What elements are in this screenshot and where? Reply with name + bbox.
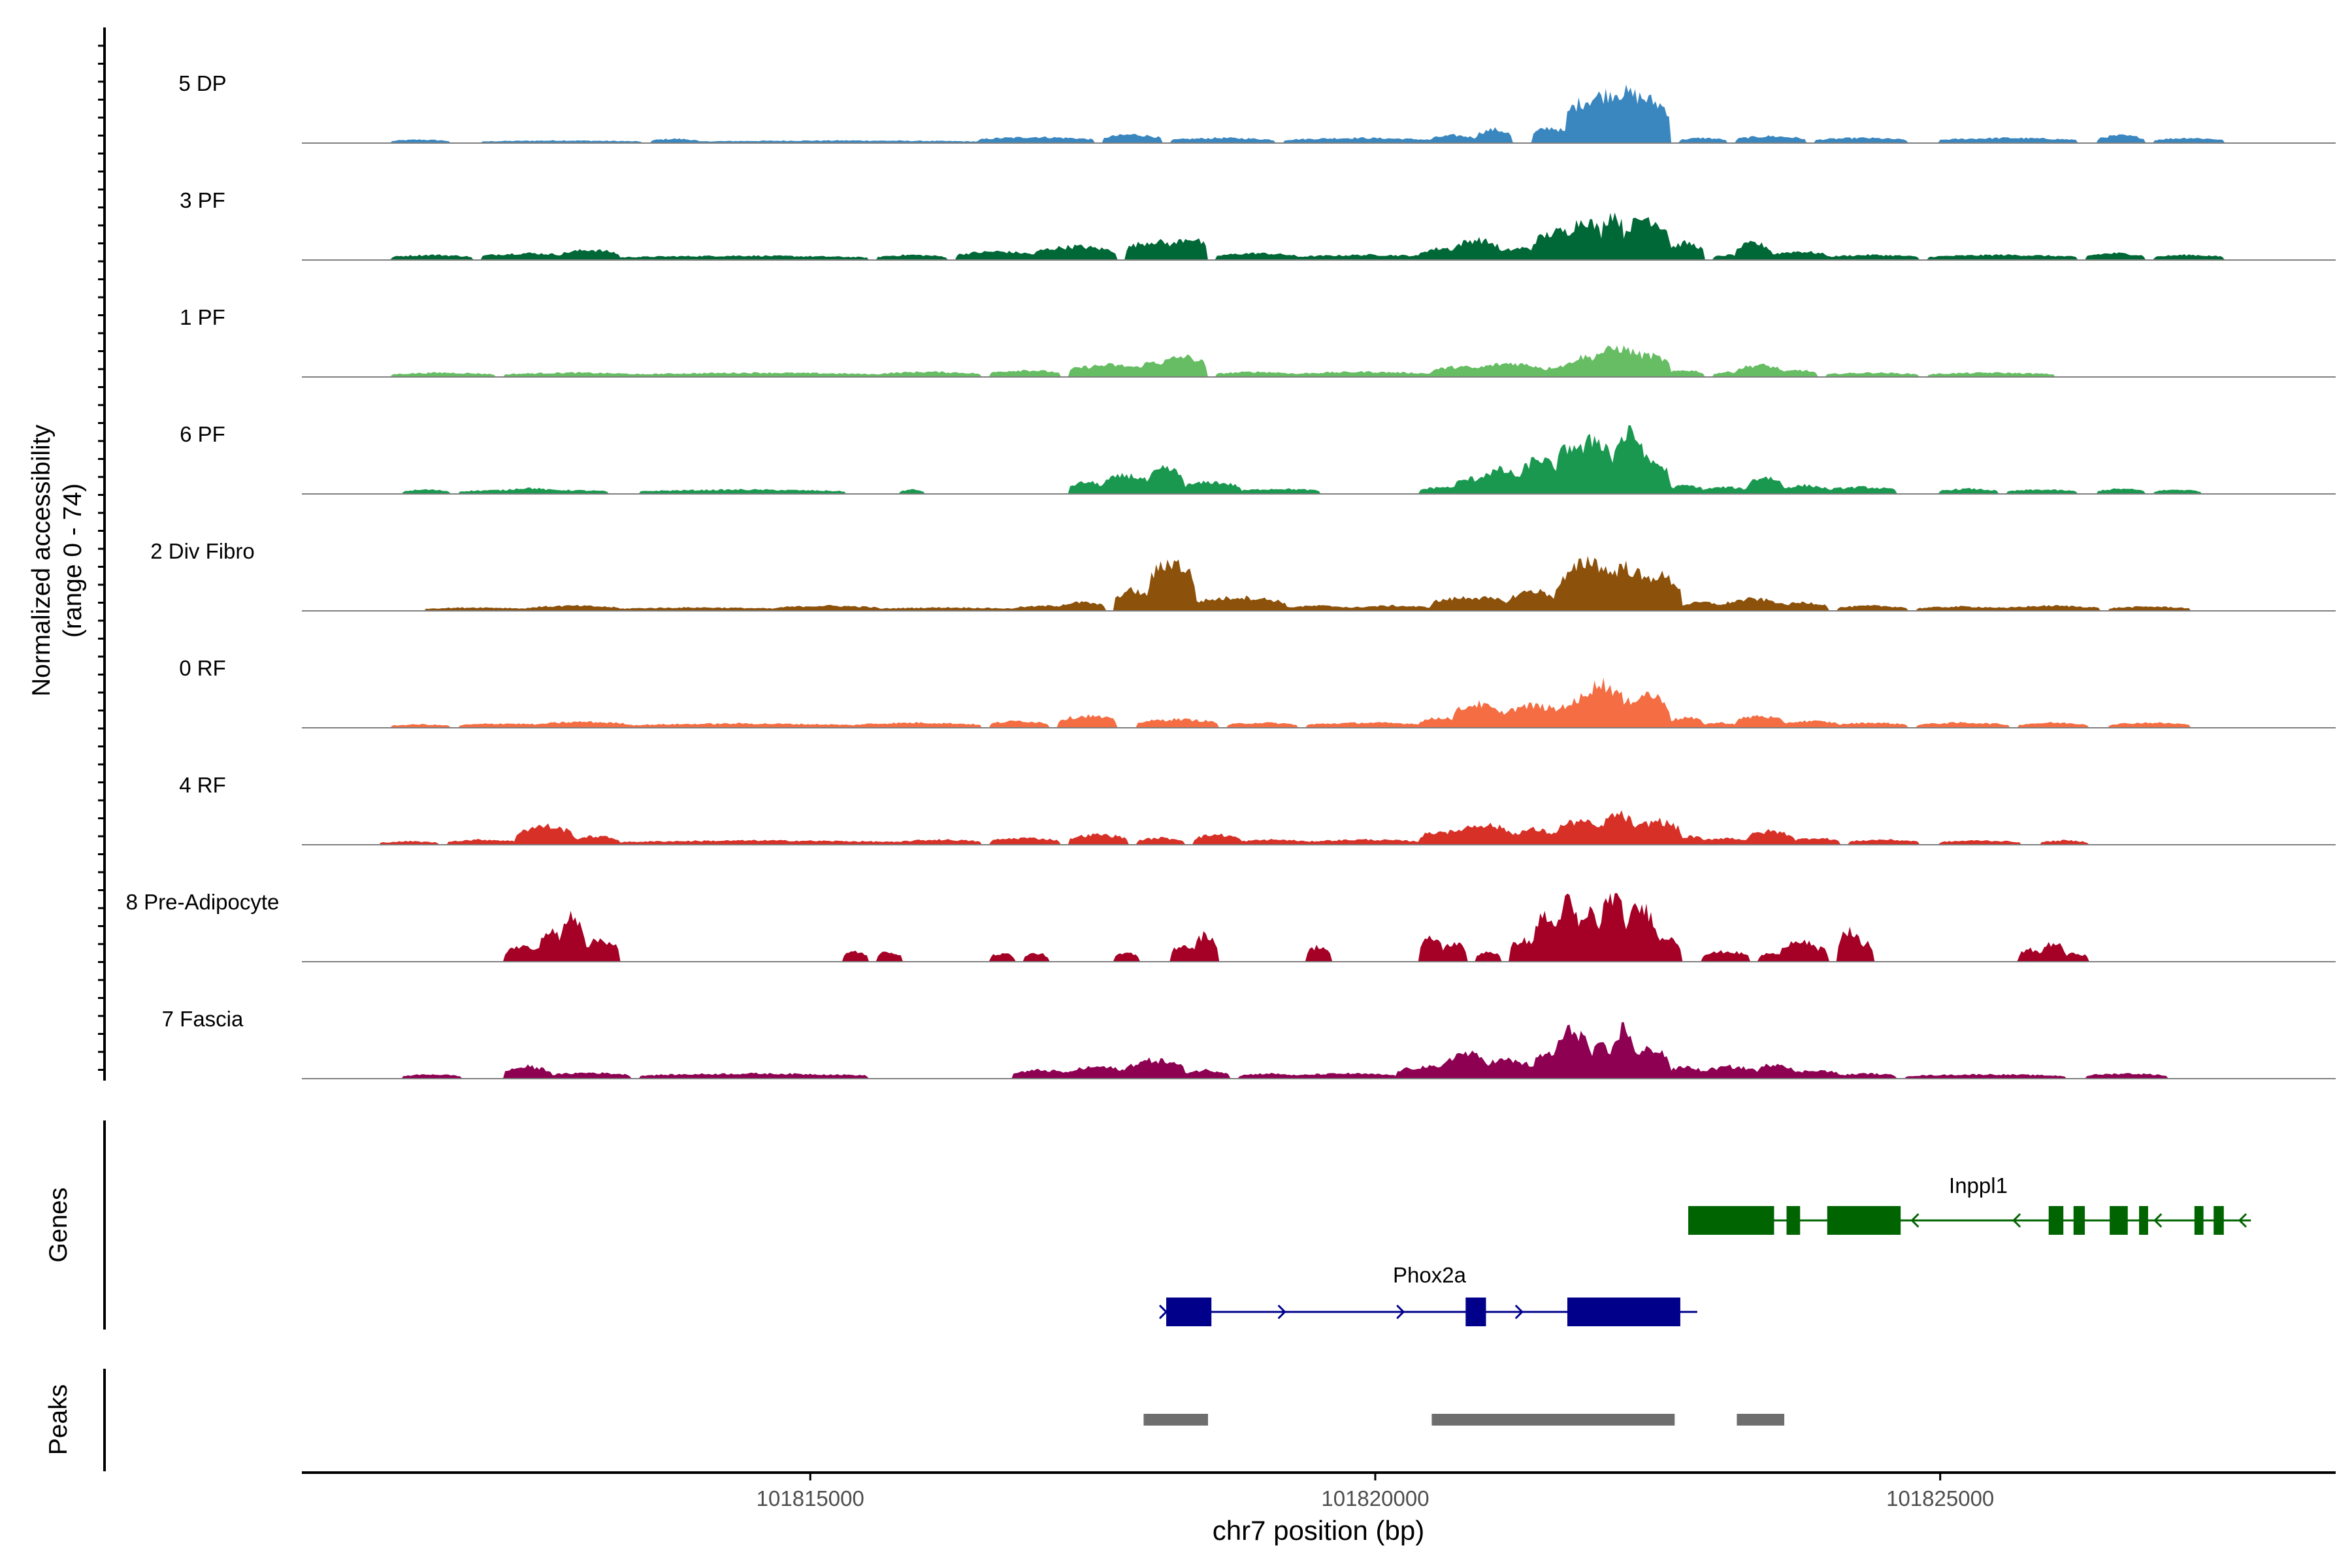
track-label: 5 DP bbox=[178, 71, 226, 95]
track-label: 1 PF bbox=[180, 305, 225, 329]
coverage-area bbox=[302, 893, 2336, 962]
gene-exon bbox=[1688, 1206, 1774, 1235]
gene-name-label: Inppl1 bbox=[1949, 1173, 2008, 1198]
strand-arrow bbox=[1277, 1304, 1286, 1320]
gene-name-label: Phox2a bbox=[1393, 1263, 1467, 1287]
gene-exon bbox=[2213, 1206, 2224, 1235]
track-6-pf: 6 PF bbox=[180, 422, 2336, 495]
x-tick-label: 101815000 bbox=[757, 1486, 864, 1511]
coverage-tracks: 5 DP 3 PF 1 PF 6 PF 2 Div Fibro 0 RF 4 RF 8 Pre… bbox=[126, 71, 2336, 1079]
x-axis-ticks: 101815000 101820000 101825000 bbox=[757, 1473, 1994, 1511]
coverage-area bbox=[302, 1022, 2336, 1079]
gene-exon bbox=[1567, 1298, 1680, 1326]
gene-exon bbox=[2073, 1206, 2085, 1235]
coverage-area bbox=[302, 555, 2336, 611]
track-3-pf: 3 PF bbox=[180, 188, 2336, 261]
peak-regions bbox=[1143, 1414, 1785, 1426]
genes-axis-label: Genes bbox=[44, 1188, 73, 1263]
track-label: 0 RF bbox=[179, 656, 226, 680]
track-7-fascia: 7 Fascia bbox=[162, 1007, 2336, 1079]
peak-region bbox=[1431, 1414, 1675, 1426]
gene-exon bbox=[1166, 1298, 1212, 1326]
gene-exon bbox=[1465, 1298, 1486, 1326]
peak-region bbox=[1143, 1414, 1209, 1426]
x-tick-label: 101820000 bbox=[1321, 1486, 1429, 1511]
gene-annotations: Inppl1 Phox2a bbox=[1158, 1173, 2251, 1326]
coverage-area bbox=[302, 345, 2336, 377]
strand-arrow bbox=[1514, 1304, 1524, 1320]
gene-exon bbox=[2139, 1206, 2148, 1235]
coverage-area bbox=[302, 425, 2336, 494]
y-axis-label-line1: Normalized accessibility bbox=[27, 424, 56, 696]
strand-arrow bbox=[2153, 1213, 2163, 1228]
track-label: 7 Fascia bbox=[162, 1007, 244, 1031]
gene-inppl1: Inppl1 bbox=[1688, 1173, 2251, 1235]
strand-arrow bbox=[2012, 1213, 2021, 1228]
gene-exon bbox=[1786, 1206, 1801, 1235]
track-label: 2 Div Fibro bbox=[150, 539, 255, 563]
track-label: 8 Pre-Adipocyte bbox=[126, 890, 280, 914]
track-5-dp: 5 DP bbox=[178, 71, 2336, 144]
gene-exon bbox=[2048, 1206, 2064, 1235]
coverage-area bbox=[302, 212, 2336, 260]
peak-region bbox=[1737, 1414, 1785, 1426]
x-tick-label: 101825000 bbox=[1886, 1486, 1994, 1511]
track-8-pre-adipocyte: 8 Pre-Adipocyte bbox=[126, 890, 2336, 962]
gene-phox2a: Phox2a bbox=[1158, 1263, 1697, 1326]
track-1-pf: 1 PF bbox=[180, 305, 2336, 378]
strand-arrow bbox=[1910, 1213, 1919, 1228]
coverage-area bbox=[302, 678, 2336, 728]
track-4-rf: 4 RF bbox=[179, 773, 2336, 845]
gene-exon bbox=[2110, 1206, 2128, 1235]
gene-exon bbox=[1827, 1206, 1901, 1235]
y-axis-label-line2: (range 0 - 74) bbox=[59, 483, 87, 638]
strand-arrow bbox=[1396, 1304, 1405, 1320]
x-axis-label: chr7 position (bp) bbox=[1213, 1515, 1425, 1546]
strand-arrow bbox=[1158, 1304, 1168, 1320]
track-label: 6 PF bbox=[180, 422, 225, 446]
track-label: 4 RF bbox=[179, 773, 226, 797]
track-2-div-fibro: 2 Div Fibro bbox=[150, 539, 2336, 612]
strand-arrow bbox=[2238, 1213, 2247, 1228]
gene-exon bbox=[2194, 1206, 2204, 1235]
coverage-area bbox=[302, 84, 2336, 143]
coverage-y-axis bbox=[98, 27, 106, 1081]
track-label: 3 PF bbox=[180, 188, 225, 212]
coverage-area bbox=[302, 810, 2336, 845]
track-0-rf: 0 RF bbox=[179, 656, 2336, 728]
peaks-axis-label: Peaks bbox=[44, 1384, 73, 1455]
